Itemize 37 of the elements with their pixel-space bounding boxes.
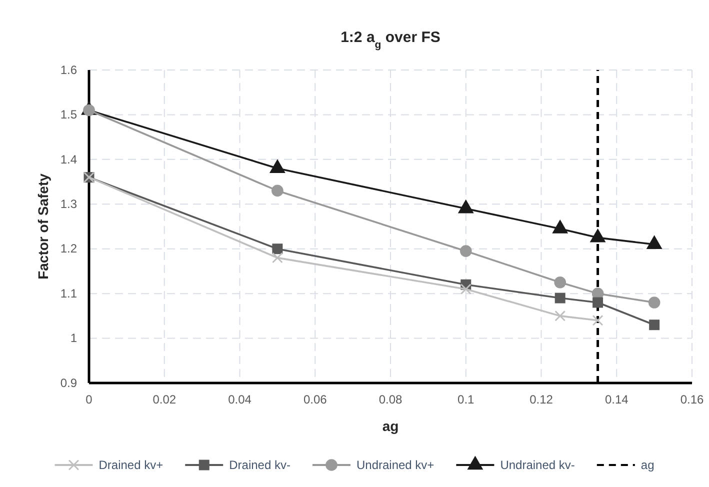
- x-tick-label: 0.02: [152, 392, 176, 407]
- point: [460, 284, 472, 295]
- point: [460, 245, 472, 257]
- y-tick-label: 1.2: [60, 242, 78, 256]
- x-tick-label: 0.12: [530, 392, 554, 407]
- point: [592, 314, 604, 326]
- y-tick-label: 1: [70, 331, 78, 346]
- y-tick-label: 1.3: [60, 196, 78, 211]
- x-tick-label: 0.1: [458, 392, 475, 407]
- point: [592, 297, 604, 308]
- legend-label: Undrained kv-: [500, 458, 575, 472]
- point: [272, 244, 283, 254]
- y-tick-label: 1.6: [60, 62, 78, 77]
- y-axis-title: Factor of Safety: [35, 173, 51, 280]
- x-tick-label: 0.08: [378, 392, 402, 407]
- y-tick-label: 1.1: [60, 286, 78, 300]
- legend-label: Undrained kv+: [356, 458, 434, 472]
- point: [554, 276, 566, 288]
- point: [272, 252, 283, 264]
- point: [648, 296, 660, 308]
- x-axis-title: ag: [382, 418, 399, 434]
- x-tick-label: 0.06: [303, 392, 328, 407]
- point: [554, 292, 566, 304]
- chart-title: 1:2 a$_{g}$ over FS: [340, 29, 440, 51]
- x-tick-label: 0.04: [228, 392, 252, 407]
- y-tick-label: 0.9: [60, 376, 78, 390]
- x-tick-label: 0.16: [680, 392, 704, 407]
- point: [272, 184, 284, 197]
- point: [554, 310, 566, 322]
- y-tick-label: 1.4: [60, 152, 78, 166]
- legend-label: Drained kv-: [229, 458, 290, 472]
- legend-label: Drained kv+: [98, 458, 164, 472]
- point: [649, 320, 660, 330]
- x-tick-label: 0.14: [604, 392, 629, 407]
- legend-label: ag: [640, 458, 654, 472]
- x-tick-label: 0: [86, 392, 93, 407]
- y-tick-label: 1.5: [60, 108, 78, 122]
